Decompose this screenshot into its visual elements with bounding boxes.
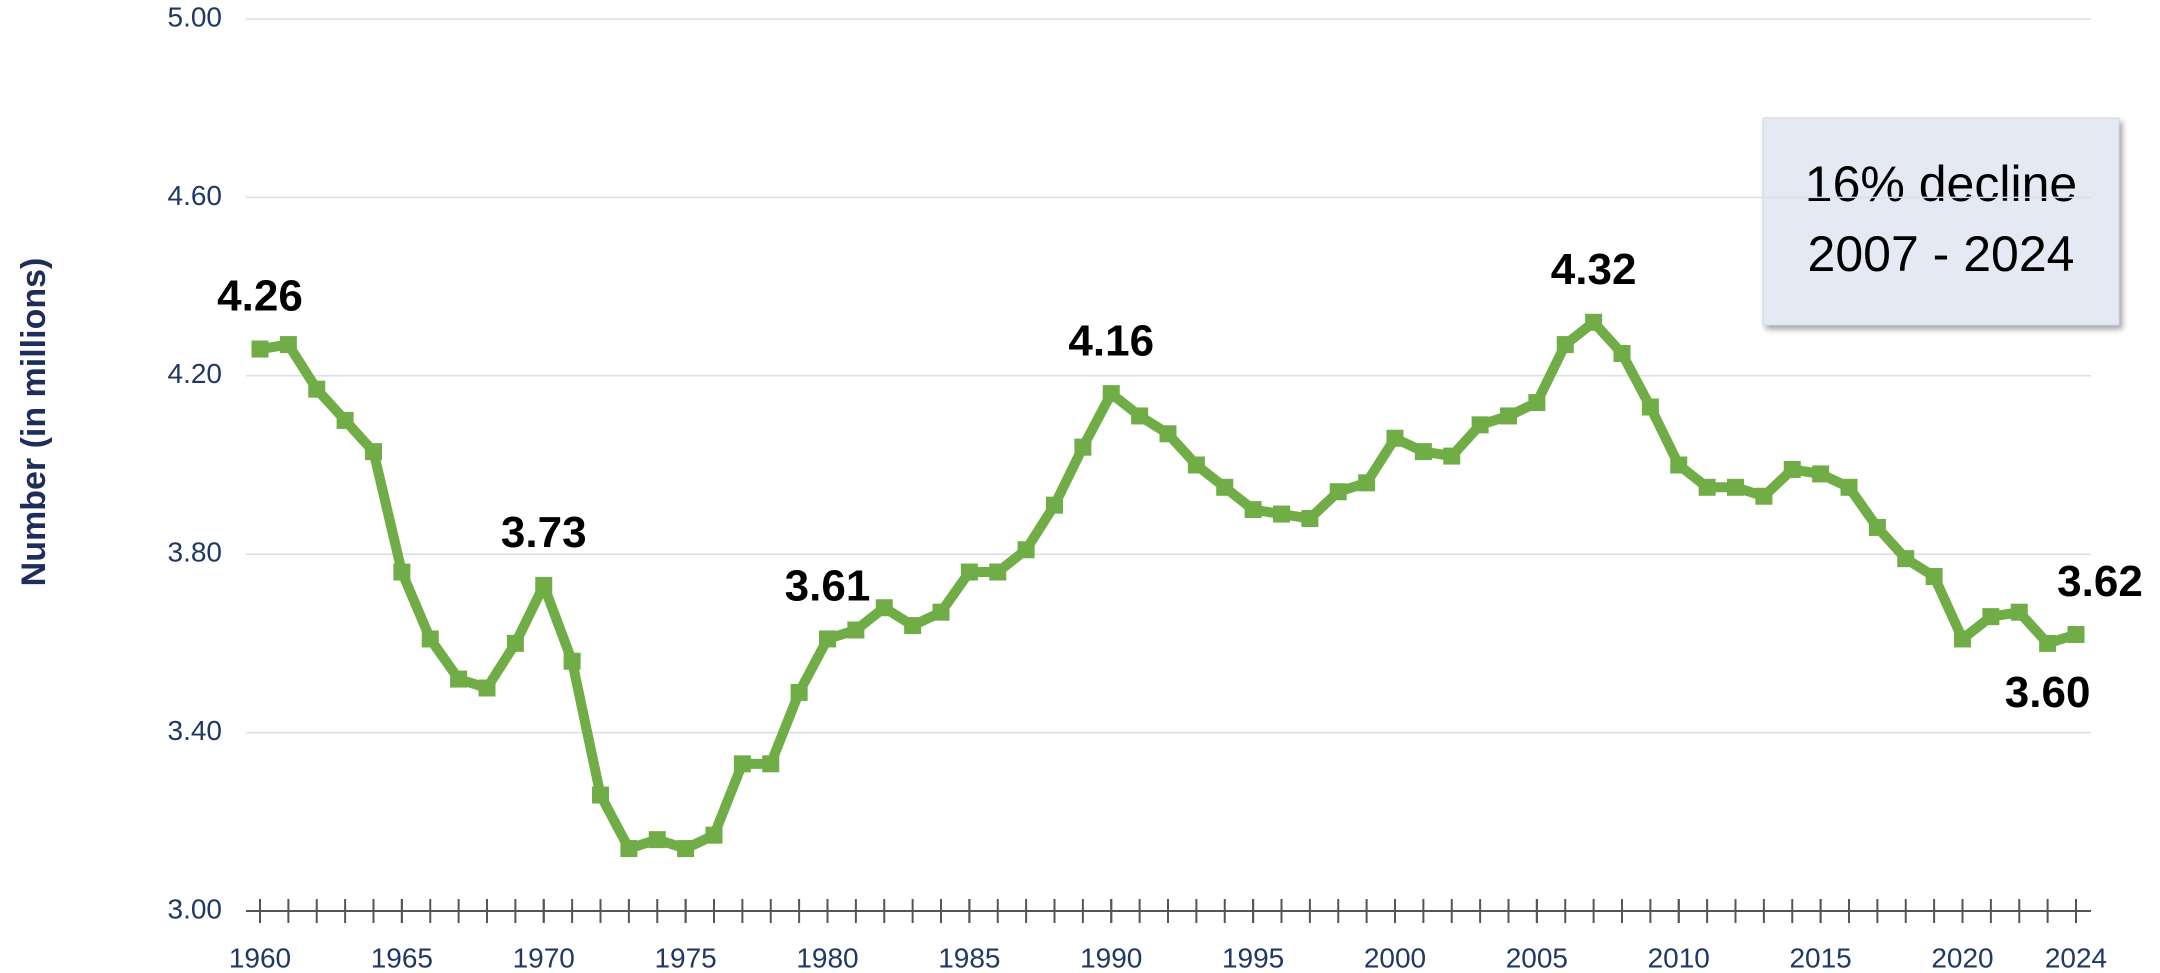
marker (705, 826, 723, 844)
marker (1954, 630, 1971, 648)
marker (1159, 425, 1177, 443)
data-label: 4.32 (1551, 245, 1637, 294)
marker (847, 621, 865, 639)
marker (1727, 478, 1744, 496)
x-tick-label: 1985 (938, 942, 1000, 973)
x-tick-label: 1965 (371, 942, 433, 973)
marker (1414, 443, 1432, 461)
data-label: 3.73 (501, 508, 587, 557)
marker (1897, 550, 1915, 568)
marker (2010, 603, 2028, 621)
marker (1585, 313, 1603, 331)
marker (932, 603, 950, 621)
marker (1017, 541, 1035, 559)
marker (365, 443, 382, 461)
marker (1528, 394, 1546, 412)
marker (1698, 478, 1716, 496)
marker (1358, 474, 1376, 492)
marker (336, 411, 354, 429)
marker (1783, 460, 1801, 478)
marker (733, 755, 751, 773)
x-tick-label: 2005 (1506, 942, 1568, 973)
marker (1982, 608, 2000, 626)
data-label: 3.61 (785, 562, 871, 611)
data-label: 4.26 (217, 272, 303, 321)
marker (989, 563, 1007, 581)
data-label: 4.16 (1068, 316, 1154, 365)
marker (1273, 505, 1290, 523)
marker (762, 755, 780, 773)
x-tick-label: 1960 (229, 942, 291, 973)
marker (1812, 465, 1830, 483)
data-label: 3.62 (2057, 557, 2143, 606)
marker (592, 786, 609, 804)
marker (1641, 398, 1659, 416)
x-tick-label: 1970 (513, 942, 575, 973)
marker (506, 634, 524, 652)
marker (1868, 518, 1886, 536)
x-tick-label: 1980 (796, 942, 858, 973)
marker (1187, 456, 1205, 474)
y-tick-label: 4.60 (168, 180, 223, 211)
marker (1840, 478, 1858, 496)
marker (535, 576, 553, 594)
x-tick-label: 1990 (1080, 942, 1142, 973)
x-tick-label: 2000 (1364, 942, 1426, 973)
marker (393, 563, 411, 581)
marker (1301, 510, 1319, 528)
marker (421, 630, 439, 648)
marker (677, 840, 695, 858)
annotation-text: 2007 - 2024 (1808, 226, 2075, 282)
x-tick-label: 1995 (1222, 942, 1284, 973)
x-tick-label: 2020 (1931, 942, 1993, 973)
x-tick-label: 2024 (2045, 942, 2107, 973)
y-axis-label: Number (in millions) (15, 258, 53, 587)
marker (1131, 407, 1149, 425)
marker (1925, 568, 1943, 585)
marker (478, 679, 496, 697)
x-tick-label: 1975 (654, 942, 716, 973)
marker (1613, 345, 1631, 362)
data-label: 3.60 (2005, 668, 2091, 717)
marker (875, 599, 893, 617)
annotation-box (1762, 117, 2120, 326)
marker (1500, 407, 1517, 425)
marker (904, 617, 922, 635)
marker (1670, 456, 1688, 474)
marker (1102, 385, 1120, 403)
marker (819, 630, 836, 648)
y-tick-label: 3.00 (168, 893, 223, 924)
marker (279, 336, 297, 354)
marker (1443, 447, 1461, 465)
marker (960, 563, 978, 581)
line (259, 317, 2078, 854)
marker (620, 840, 638, 858)
x-tick-label: 2015 (1789, 942, 1851, 973)
marker (1046, 496, 1063, 514)
marker (2039, 634, 2057, 652)
x-tick-label: 2010 (1648, 942, 1710, 973)
marker (790, 683, 808, 701)
y-tick-label: 3.40 (168, 715, 223, 746)
marker (450, 670, 468, 688)
marker (563, 652, 581, 670)
y-tick-label: 3.80 (168, 537, 223, 568)
marker (251, 340, 269, 358)
marker (2067, 625, 2085, 643)
marker (1244, 501, 1262, 519)
marker (1556, 336, 1574, 354)
marker (1386, 429, 1404, 447)
annotation-text: 16% decline (1805, 156, 2077, 212)
marker (1216, 478, 1234, 496)
y-tick-label: 5.00 (168, 1, 223, 32)
marker (1074, 438, 1092, 456)
marker (1755, 487, 1773, 505)
y-tick-label: 4.20 (168, 358, 223, 389)
marker (1329, 483, 1347, 501)
marker (1471, 416, 1489, 434)
marker (648, 831, 666, 849)
marker (308, 380, 326, 398)
